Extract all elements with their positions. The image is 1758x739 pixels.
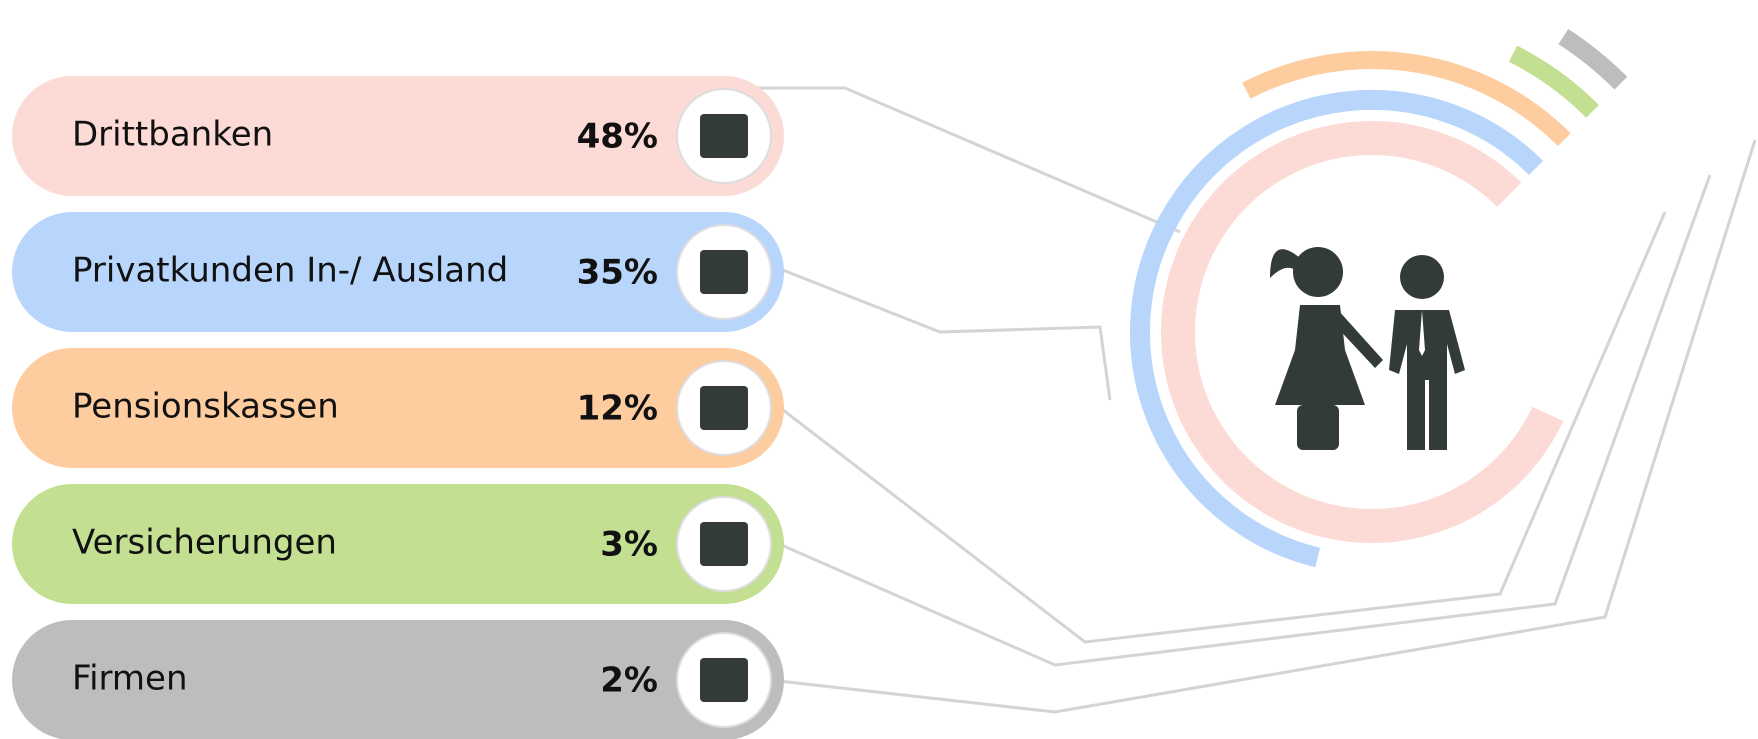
arc [1130,90,1544,568]
value-label: 48% [577,117,658,157]
icon [700,250,748,294]
connector [769,211,1667,644]
pill [12,620,784,739]
pill [12,76,784,196]
value-label: 35% [577,253,658,293]
connector [769,174,1712,667]
arc [1242,51,1571,147]
arcs [1130,28,1628,568]
value-label: 12% [577,389,658,429]
icon [700,114,748,158]
people-icon [1270,247,1465,450]
connectors [690,86,1757,714]
icon [700,386,748,430]
category-label: Privatkunden In-/ Ausland [72,251,508,291]
category-label: Drittbanken [72,115,273,155]
category-label: Firmen [72,659,188,699]
value-label: 2% [600,661,658,701]
rows: Drittbanken 48% Privatkunden In-/ Ausland 3… [12,76,784,739]
arc [1558,28,1628,90]
arc [1161,121,1564,543]
icon [700,522,748,566]
connector [769,139,1757,714]
value-label: 3% [600,525,658,565]
category-label: Versicherungen [72,523,337,563]
connector [769,263,1112,401]
pill [12,212,784,332]
arc [1508,45,1599,118]
icon [700,658,748,702]
pill [12,484,784,604]
category-label: Pensionskassen [72,387,339,427]
pill [12,348,784,468]
